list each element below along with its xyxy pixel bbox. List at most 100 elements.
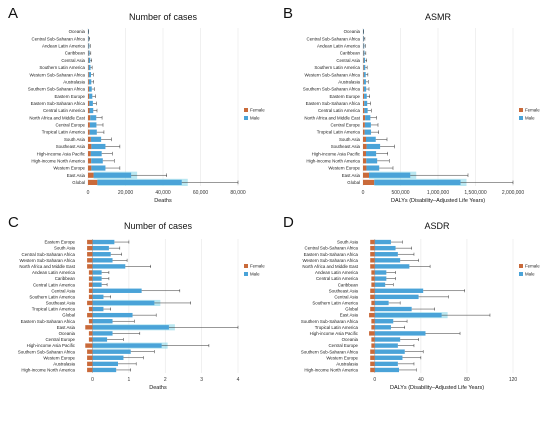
bar-male <box>91 165 106 171</box>
bar-female <box>371 343 375 348</box>
bar-male <box>363 57 366 63</box>
y-tick-label: Southeast Asia <box>46 301 76 306</box>
bar-female <box>363 151 366 157</box>
panel-d: D ASDR 0 40 80 120 DALYs (Disability–Adjusted … <box>275 209 550 419</box>
y-tick-label: Southern Latin America <box>314 65 360 70</box>
bar-female <box>363 43 364 49</box>
bar-male <box>92 288 142 293</box>
bar-male <box>363 36 364 42</box>
legend-label: Male <box>525 116 535 121</box>
bar-male <box>364 129 372 135</box>
bar-male <box>92 331 113 336</box>
bar-male <box>92 355 124 360</box>
bar-male <box>374 252 398 257</box>
bar-male <box>88 86 92 92</box>
y-tick-label: South Asia <box>339 137 361 142</box>
chart-title: ASDR <box>424 221 450 231</box>
y-tick-label: Western Europe <box>43 355 75 360</box>
y-tick-label: South Asia <box>64 137 86 142</box>
legend-swatch <box>519 108 523 112</box>
bar-male <box>92 258 113 263</box>
x-tick-label: 2,000,000 <box>502 190 524 196</box>
x-tick-label: 60,000 <box>193 190 209 196</box>
legend-label: Male <box>250 272 260 277</box>
y-tick-label: High-income Asia Pacific <box>37 151 86 156</box>
bar-female <box>88 72 89 78</box>
y-tick-label: North Africa and Middle East <box>304 115 360 120</box>
x-tick-label: 0 <box>91 377 94 383</box>
x-tick-label: 4 <box>237 377 240 383</box>
bar-female <box>370 288 375 293</box>
bar-male <box>90 151 102 157</box>
bar-female <box>363 93 365 99</box>
bar-male <box>374 264 410 269</box>
x-tick-label: 80,000 <box>230 190 246 196</box>
panel-letter: A <box>8 5 18 22</box>
y-tick-label: Global <box>347 180 360 185</box>
bar-female <box>88 179 98 185</box>
y-tick-label: Andean Latin America <box>315 270 359 275</box>
bar-male <box>364 93 367 99</box>
y-tick-label: Eastern Europe <box>44 240 75 245</box>
y-tick-label: Central Asia <box>61 58 85 63</box>
y-tick-label: High-income North America <box>304 368 358 373</box>
y-tick-label: Australasia <box>53 361 75 366</box>
y-tick-label: South Asia <box>337 240 359 245</box>
bar-male <box>364 100 368 106</box>
bar-female <box>363 136 366 142</box>
y-tick-label: East Asia <box>67 173 86 178</box>
y-tick-label: Central Latin America <box>318 108 361 113</box>
bar-male <box>88 64 91 71</box>
bar-male <box>374 245 396 251</box>
bar-male <box>364 108 368 114</box>
bar-female <box>87 312 93 318</box>
bar-female <box>370 294 375 300</box>
bar-female <box>363 143 367 150</box>
y-tick-label: Central Sub-Saharan Africa <box>307 36 361 41</box>
bar-male <box>92 300 155 306</box>
bar-female <box>88 57 89 63</box>
y-tick-label: Andean Latin America <box>32 270 76 275</box>
bar-male <box>369 172 411 178</box>
y-tick-label: East Asia <box>57 325 76 330</box>
bar-female <box>370 367 375 373</box>
bar-female <box>363 129 365 135</box>
y-tick-label: Western Sub-Saharan Africa <box>29 72 85 77</box>
bar-male <box>92 349 131 354</box>
bar-female <box>371 300 375 306</box>
y-tick-label: Oceania <box>344 29 361 34</box>
y-tick-label: Central Sub-Saharan Africa <box>22 252 76 257</box>
y-tick-label: Andean Latin America <box>42 44 86 49</box>
bar-female <box>370 355 375 360</box>
bar-male <box>374 349 405 354</box>
bar-male <box>374 276 387 281</box>
bar-male <box>89 93 93 99</box>
legend-label: Female <box>250 108 265 113</box>
bar-male <box>88 72 91 78</box>
bar-male <box>374 179 461 185</box>
x-tick-label: 1,500,000 <box>464 190 486 196</box>
bar-female <box>88 143 92 150</box>
bar-male <box>92 276 102 281</box>
y-tick-label: Southeast Asia <box>329 288 359 293</box>
y-tick-label: Southern Latin America <box>29 294 75 299</box>
bar-female <box>88 79 89 85</box>
bar-male <box>374 239 391 245</box>
bar-male <box>92 337 108 342</box>
y-tick-label: Tropical Latin America <box>317 130 361 135</box>
y-tick-label: Australasia <box>63 79 85 84</box>
y-tick-label: Central Europe <box>330 123 360 128</box>
bar-male <box>374 337 401 342</box>
bar-male <box>374 325 391 330</box>
y-tick-label: High-income North America <box>306 158 360 163</box>
bar-male <box>92 294 104 300</box>
bar-male <box>93 172 132 178</box>
bar-male <box>374 367 399 373</box>
legend-label: Male <box>250 116 260 121</box>
bar-male <box>92 245 109 251</box>
bar-female <box>371 270 375 275</box>
bar-female <box>87 264 93 269</box>
panel-b: B ASMR 0 500,000 1,000,000 1,500,000 2,000,000… <box>275 0 550 209</box>
bar-male <box>374 288 424 293</box>
bar-female <box>87 239 93 245</box>
